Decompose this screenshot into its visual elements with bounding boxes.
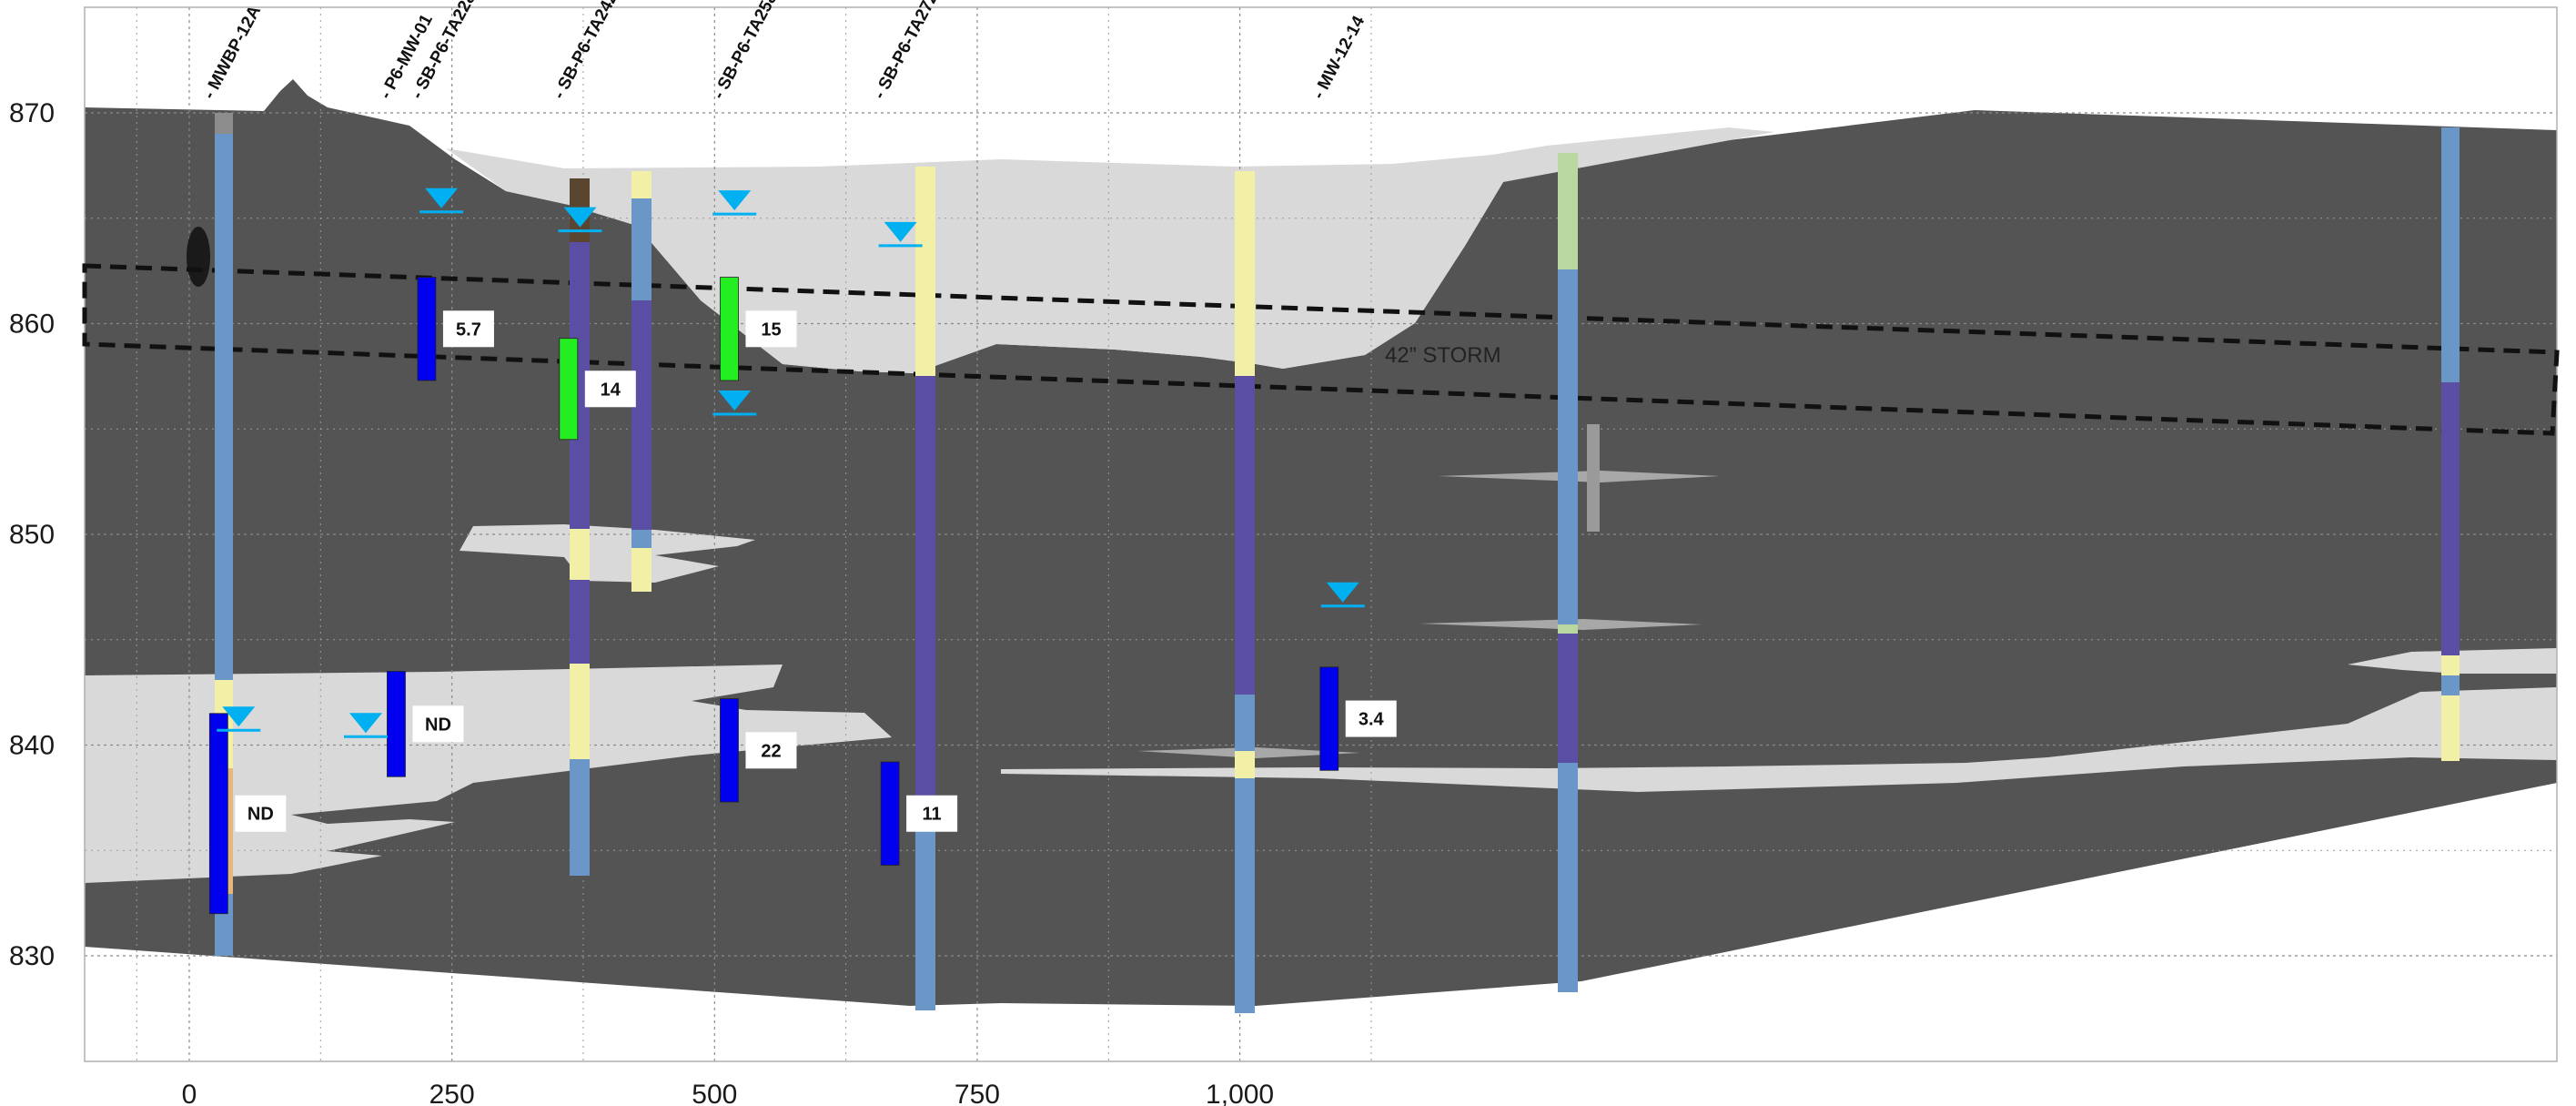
x-tick-label: 1,000 [1206, 1080, 1274, 1106]
sample-interval-bar [559, 338, 579, 441]
water-level-icon [884, 221, 917, 242]
sample-interval-bar [720, 698, 739, 803]
y-tick-label: 830 [9, 941, 55, 971]
well-column [915, 167, 935, 1010]
well-interval [1235, 751, 1255, 778]
sample-interval-bar [417, 277, 437, 381]
storm-pipe-outline [82, 263, 2560, 436]
concentration-label: 5.7 [456, 320, 481, 340]
well-interval [1558, 153, 1578, 269]
water-level-icon [425, 188, 459, 208]
well-interval [1235, 171, 1255, 376]
sample-intervals: ND 5.7 ND 14 15 22 11 3.4 [208, 277, 1397, 915]
concentration-label: ND [425, 715, 451, 735]
concentration-label: 15 [761, 320, 781, 340]
well-interval [1235, 695, 1255, 751]
well-interval [1235, 778, 1255, 1013]
well-column [1558, 153, 1578, 992]
y-tick-label: 840 [9, 731, 55, 761]
concentration-label: 22 [761, 741, 781, 761]
concentration-label: 14 [601, 380, 621, 400]
concentration-label-box [1345, 700, 1397, 737]
water-level-icon [563, 207, 597, 228]
sample-interval-bar [1319, 666, 1339, 771]
grey-column-marker [1587, 424, 1600, 532]
well-interval [2441, 675, 2460, 695]
well-interval [915, 167, 935, 376]
sample-interval-bar [208, 713, 228, 915]
middle-light-lens [460, 524, 755, 583]
well-interval [2441, 655, 2460, 675]
well-interval [570, 759, 590, 876]
concentration-label-box [584, 370, 636, 408]
well-interval [1558, 269, 1578, 624]
x-tick-label: 500 [692, 1080, 737, 1106]
concentration-label-box [906, 795, 958, 832]
well-interval [631, 198, 652, 300]
right-lower-light-lens [1001, 687, 2557, 792]
sample-interval-bar [880, 761, 900, 866]
water-level-icon [349, 713, 382, 734]
well-interval [215, 134, 233, 680]
axis-ticks: 0 250 500 750 1,000 830 840 850 860 870 [9, 98, 1274, 1106]
well-column [631, 171, 652, 592]
x-tick-label: 250 [429, 1080, 475, 1106]
well-column [1235, 171, 1255, 1013]
y-tick-label: 850 [9, 520, 55, 550]
x-tick-label: 750 [955, 1080, 1000, 1106]
water-level-icon [222, 706, 256, 727]
well-interval [631, 530, 652, 548]
well-interval [631, 548, 652, 592]
well-interval [915, 376, 935, 831]
water-level-icon [1326, 582, 1359, 603]
water-level-icon [718, 391, 752, 411]
well-interval [2441, 695, 2460, 761]
well-interval [631, 300, 652, 530]
water-level-icon [718, 190, 752, 211]
well-interval [1558, 634, 1578, 763]
well-interval [570, 580, 590, 664]
sample-interval-bar [720, 277, 739, 381]
well-interval [2441, 127, 2460, 382]
plot-frame [84, 6, 2558, 1062]
well-interval [2441, 382, 2460, 655]
well-columns [215, 113, 2460, 1013]
thin-lens-1 [1438, 471, 1720, 482]
left-lower-light-lens [85, 665, 892, 883]
well-interval [570, 529, 590, 580]
well-column [570, 178, 590, 876]
concentration-label-box [745, 732, 797, 769]
well-interval [631, 171, 652, 198]
concentration-label-box [235, 795, 287, 832]
well-column [2441, 127, 2460, 761]
sample-interval-bar [387, 671, 406, 777]
well-interval [570, 242, 590, 529]
concentration-label-box [745, 310, 797, 348]
concentration-label: 11 [923, 805, 942, 825]
well-interval [915, 831, 935, 1010]
concentration-label: ND [247, 805, 274, 825]
well-interval [1235, 376, 1255, 695]
water-level-markers [217, 188, 1365, 738]
concentration-label-box [412, 705, 464, 743]
well-interval [1558, 624, 1578, 634]
well-interval [215, 113, 233, 134]
well-interval [570, 664, 590, 759]
concentration-label-box [442, 310, 494, 348]
well-interval [1558, 763, 1578, 992]
y-tick-label: 860 [9, 309, 55, 340]
storm-pipe-label: 42” STORM [1385, 343, 1501, 368]
concentration-label: 3.4 [1359, 710, 1385, 730]
dark-ellipse-marker [187, 227, 210, 287]
x-tick-label: 0 [182, 1080, 197, 1106]
y-tick-label: 870 [9, 98, 55, 128]
